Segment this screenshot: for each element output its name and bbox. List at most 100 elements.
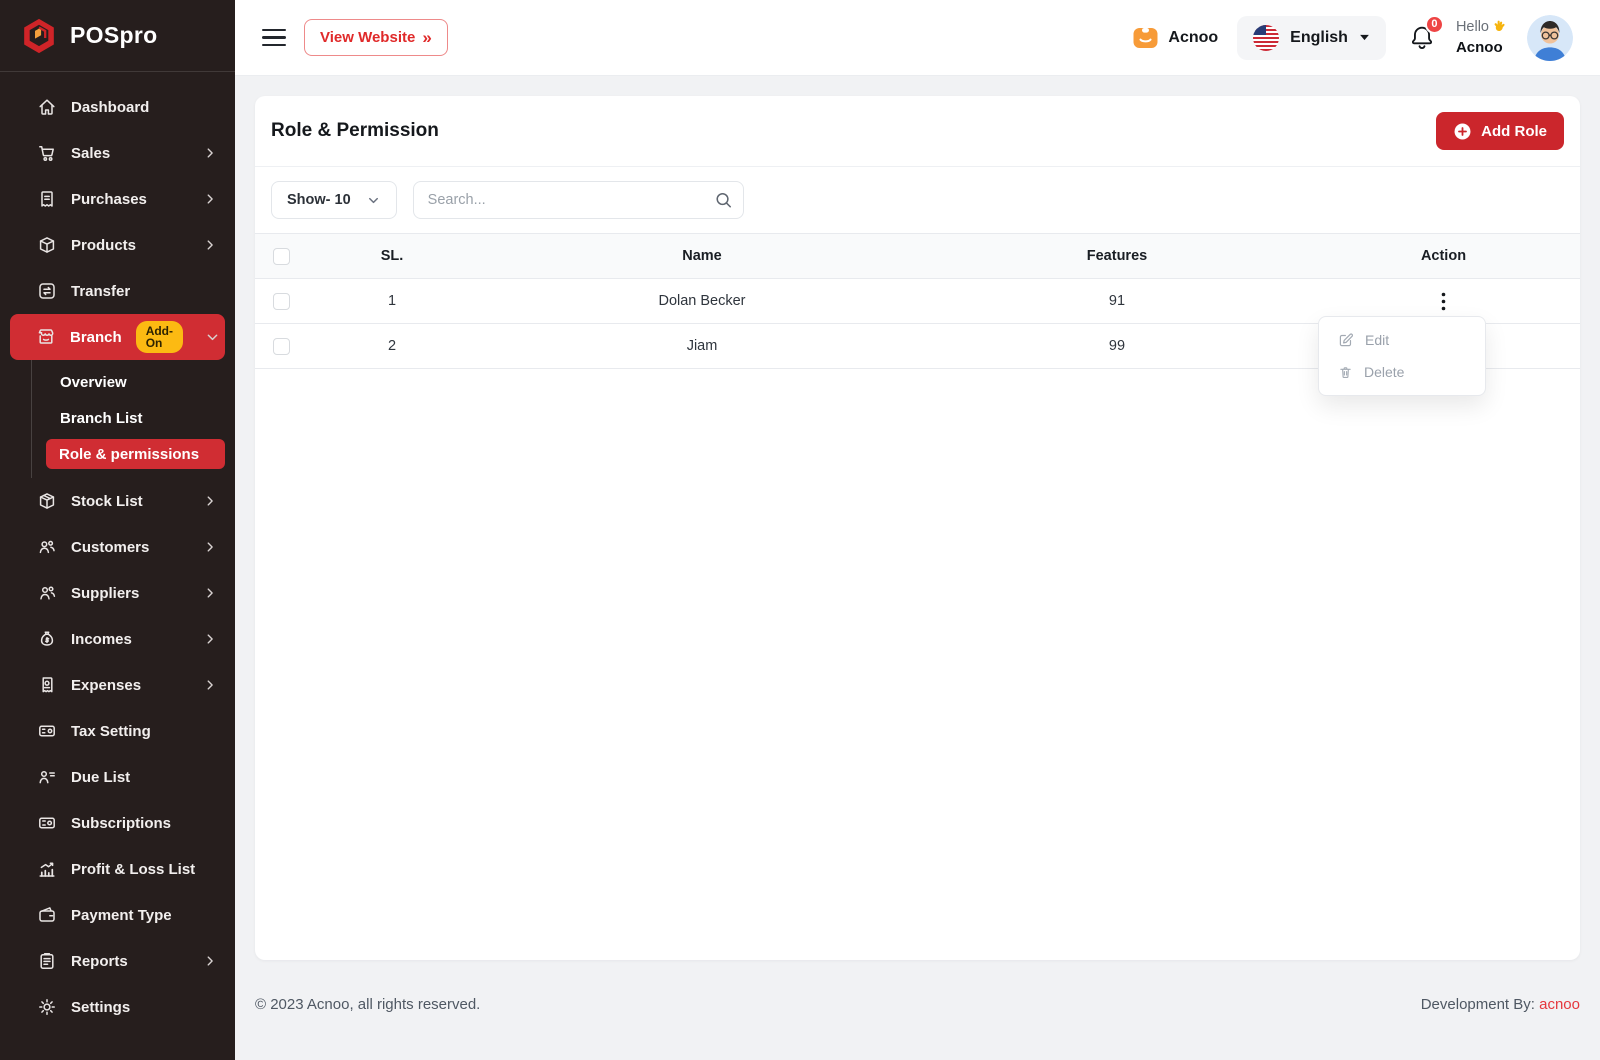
sidebar-item-products[interactable]: Products	[0, 222, 235, 268]
chevron-right-icon	[203, 540, 217, 554]
gear-icon	[36, 997, 57, 1018]
double-chevron-right-icon: »	[422, 28, 432, 47]
sidebar-subitem-role-and-permissions[interactable]: Role & permissions	[46, 439, 225, 469]
topbar: View Website » Acnoo	[235, 0, 1600, 76]
purchase-receipt-icon	[36, 189, 57, 210]
sidebar-submenu-branch: Overview Branch List Role & permissions	[31, 360, 235, 478]
search-icon	[714, 191, 733, 210]
tax-ticket-icon	[36, 721, 57, 742]
row-checkbox[interactable]	[272, 292, 290, 310]
select-all-checkbox[interactable]	[272, 247, 290, 265]
sidebar-item-purchases[interactable]: Purchases	[0, 176, 235, 222]
language-selector[interactable]: English	[1237, 15, 1386, 60]
cell-sl: 1	[307, 278, 477, 324]
user-list-icon	[36, 767, 57, 788]
sidebar-item-due-list[interactable]: Due List	[0, 754, 235, 800]
row-action-menu: Edit Delete	[1318, 316, 1486, 396]
page-title: Role & Permission	[271, 120, 439, 141]
edit-icon	[1338, 332, 1354, 348]
sidebar-item-payment-type[interactable]: Payment Type	[0, 892, 235, 938]
menu-item-delete[interactable]: Delete	[1319, 356, 1485, 388]
main-panel: View Website » Acnoo	[235, 0, 1600, 1060]
acnoo-brand-badge[interactable]: Acnoo	[1132, 25, 1218, 51]
developer-link[interactable]: acnoo	[1539, 996, 1580, 1013]
chevron-right-icon	[203, 586, 217, 600]
cell-name: Dolan Becker	[477, 278, 927, 324]
add-on-badge: Add-On	[135, 321, 184, 353]
sidebar-item-incomes[interactable]: Incomes	[0, 616, 235, 662]
clipboard-icon	[36, 951, 57, 972]
sidebar-item-branch[interactable]: Branch Add-On	[10, 314, 225, 360]
chevron-right-icon	[203, 192, 217, 206]
sidebar-item-subscriptions[interactable]: Subscriptions	[0, 800, 235, 846]
cube-icon	[36, 491, 57, 512]
app-logo[interactable]: POSpro	[0, 0, 235, 72]
row-actions-kebab-icon[interactable]	[1433, 288, 1454, 315]
sidebar-item-sales[interactable]: Sales	[0, 130, 235, 176]
column-header-sl: SL.	[307, 233, 477, 279]
cell-features: 99	[927, 323, 1307, 369]
trash-icon	[1338, 365, 1353, 380]
view-website-button[interactable]: View Website »	[304, 19, 448, 56]
table-toolbar: Show- 10	[255, 166, 1580, 233]
us-flag-icon	[1253, 24, 1280, 51]
sidebar-item-stock-list[interactable]: Stock List	[0, 478, 235, 524]
row-checkbox[interactable]	[272, 337, 290, 355]
user-greeting: Hello Acnoo	[1456, 17, 1508, 58]
sidebar-item-settings[interactable]: Settings	[0, 984, 235, 1030]
hamburger-menu-icon[interactable]	[262, 25, 286, 50]
sidebar-item-tax-setting[interactable]: Tax Setting	[0, 708, 235, 754]
acnoo-bag-icon	[1132, 25, 1159, 51]
home-icon	[36, 97, 57, 118]
roles-table: SL. Name Features Action 1 Dolan Becker 91 2 Ji…	[255, 233, 1580, 369]
chevron-right-icon	[203, 678, 217, 692]
transfer-icon	[36, 281, 57, 302]
money-bag-icon	[36, 629, 57, 650]
sidebar-subitem-overview[interactable]: Overview	[60, 373, 127, 391]
menu-item-edit[interactable]: Edit	[1319, 324, 1485, 356]
sidebar-item-profit-and-loss-list[interactable]: Profit & Loss List	[0, 846, 235, 892]
app-title: POSpro	[70, 22, 158, 48]
development-credit: Development By: acnoo	[1420, 996, 1580, 1013]
wallet-icon	[36, 905, 57, 926]
pospro-logo-icon	[20, 17, 58, 55]
expense-receipt-icon	[36, 675, 57, 696]
search-input[interactable]	[412, 181, 744, 219]
sidebar-item-transfer[interactable]: Transfer	[0, 268, 235, 314]
package-icon	[36, 235, 57, 256]
sidebar-item-suppliers[interactable]: Suppliers	[0, 570, 235, 616]
sidebar-item-expenses[interactable]: Expenses	[0, 662, 235, 708]
sidebar-nav: Dashboard Sales Purchases Products Transfer B…	[0, 72, 235, 1040]
add-role-button[interactable]: Add Role	[1436, 112, 1564, 150]
users-icon	[36, 537, 57, 558]
column-header-name: Name	[477, 233, 927, 279]
table-row-dolan-becker: 1 Dolan Becker 91	[255, 278, 1580, 324]
wave-hand-icon	[1492, 19, 1508, 35]
cell-sl: 2	[307, 323, 477, 369]
chevron-right-icon	[203, 238, 217, 252]
sidebar-item-customers[interactable]: Customers	[0, 524, 235, 570]
content-area: Role & Permission Add Role Show- 10	[235, 76, 1600, 1060]
cart-icon	[36, 143, 57, 164]
table-header-row: SL. Name Features Action	[255, 233, 1580, 279]
chevron-down-icon	[366, 193, 381, 208]
chevron-right-icon	[203, 146, 217, 160]
sidebar-item-reports[interactable]: Reports	[0, 938, 235, 984]
cell-features: 91	[927, 278, 1307, 324]
notifications-bell-icon[interactable]: 0	[1407, 14, 1444, 53]
copyright-text: © 2023 Acnoo, all rights reserved.	[255, 996, 481, 1013]
search-box	[412, 181, 744, 219]
user-avatar[interactable]	[1527, 14, 1573, 61]
plus-circle-icon	[1453, 122, 1472, 141]
show-entries-select[interactable]: Show- 10	[271, 181, 397, 219]
username-label: Acnoo	[1455, 39, 1503, 57]
chevron-right-icon	[203, 494, 217, 508]
subscription-ticket-icon	[36, 813, 57, 834]
sidebar-subitem-branch-list[interactable]: Branch List	[60, 409, 143, 427]
sidebar-item-dashboard[interactable]: Dashboard	[0, 84, 235, 130]
chevron-right-icon	[203, 954, 217, 968]
sidebar: POSpro Dashboard Sales Purchases Products Tr…	[0, 0, 235, 1060]
caret-down-icon	[1359, 34, 1370, 41]
role-permission-card: Role & Permission Add Role Show- 10	[255, 96, 1580, 960]
column-header-features: Features	[927, 233, 1307, 279]
